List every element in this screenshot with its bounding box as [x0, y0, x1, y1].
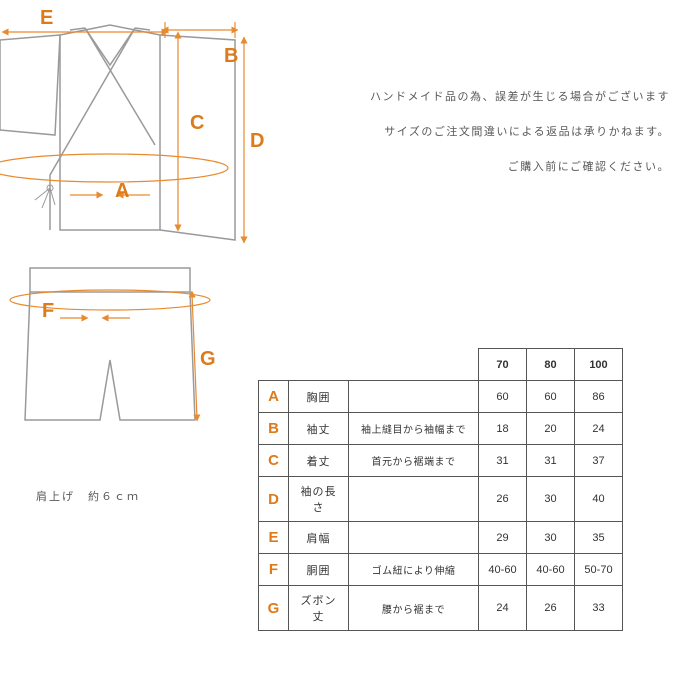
row-val: 24 [479, 586, 527, 631]
row-val: 40-60 [527, 554, 575, 586]
dim-label-c: C [190, 112, 204, 135]
table-row: C 着丈 首元から裾端まで 31 31 37 [259, 445, 623, 477]
table-row: E 肩幅 29 30 35 [259, 522, 623, 554]
dim-label-d: D [250, 130, 264, 153]
row-key: E [259, 522, 289, 554]
row-key: B [259, 413, 289, 445]
row-val: 37 [575, 445, 623, 477]
dim-label-e: E [40, 7, 53, 30]
row-desc: 首元から裾端まで [349, 445, 479, 477]
product-notes: ハンドメイド品の為、誤差が生じる場合がございます サイズのご注文間違いによる返品… [310, 80, 670, 186]
dim-label-g: G [200, 348, 216, 371]
size-table: 70 80 100 A 胸囲 60 60 86 B 袖丈 袖上縫目から袖幅まで … [258, 348, 623, 631]
row-val: 18 [479, 413, 527, 445]
table-row: B 袖丈 袖上縫目から袖幅まで 18 20 24 [259, 413, 623, 445]
row-val: 40 [575, 477, 623, 522]
size-header: 80 [527, 349, 575, 381]
table-row: A 胸囲 60 60 86 [259, 381, 623, 413]
diagram-svg [0, 0, 280, 480]
row-desc [349, 381, 479, 413]
note-line-3: ご購入前にご確認ください。 [310, 150, 670, 185]
row-name: 袖の長さ [289, 477, 349, 522]
row-key: A [259, 381, 289, 413]
row-val: 24 [575, 413, 623, 445]
row-val: 60 [479, 381, 527, 413]
table-row: G ズボン丈 腰から裾まで 24 26 33 [259, 586, 623, 631]
row-val: 40-60 [479, 554, 527, 586]
row-val: 50-70 [575, 554, 623, 586]
row-desc: 袖上縫目から袖幅まで [349, 413, 479, 445]
row-name: 着丈 [289, 445, 349, 477]
dim-label-b: B [224, 45, 238, 68]
row-key: C [259, 445, 289, 477]
row-val: 30 [527, 522, 575, 554]
size-header: 70 [479, 349, 527, 381]
row-desc: ゴム紐により伸縮 [349, 554, 479, 586]
row-key: F [259, 554, 289, 586]
garment-diagram: A B C D E F G [0, 0, 280, 480]
shoulder-note: 肩上げ 約６ｃｍ [36, 488, 140, 504]
row-val: 33 [575, 586, 623, 631]
dim-label-a: A [115, 180, 129, 203]
table-row: F 胴囲 ゴム紐により伸縮 40-60 40-60 50-70 [259, 554, 623, 586]
row-name: 肩幅 [289, 522, 349, 554]
row-name: 袖丈 [289, 413, 349, 445]
row-name: 胸囲 [289, 381, 349, 413]
row-val: 26 [527, 586, 575, 631]
row-name: ズボン丈 [289, 586, 349, 631]
dim-label-f: F [42, 300, 54, 323]
row-val: 30 [527, 477, 575, 522]
table-row: D 袖の長さ 26 30 40 [259, 477, 623, 522]
size-header: 100 [575, 349, 623, 381]
row-val: 86 [575, 381, 623, 413]
note-line-2: サイズのご注文間違いによる返品は承りかねます。 [310, 115, 670, 150]
row-val: 20 [527, 413, 575, 445]
row-val: 26 [479, 477, 527, 522]
row-val: 60 [527, 381, 575, 413]
row-name: 胴囲 [289, 554, 349, 586]
row-val: 35 [575, 522, 623, 554]
row-val: 31 [479, 445, 527, 477]
row-desc [349, 522, 479, 554]
table-header-row: 70 80 100 [259, 349, 623, 381]
row-desc [349, 477, 479, 522]
row-key: G [259, 586, 289, 631]
row-key: D [259, 477, 289, 522]
row-val: 31 [527, 445, 575, 477]
note-line-1: ハンドメイド品の為、誤差が生じる場合がございます [310, 80, 670, 115]
row-desc: 腰から裾まで [349, 586, 479, 631]
row-val: 29 [479, 522, 527, 554]
